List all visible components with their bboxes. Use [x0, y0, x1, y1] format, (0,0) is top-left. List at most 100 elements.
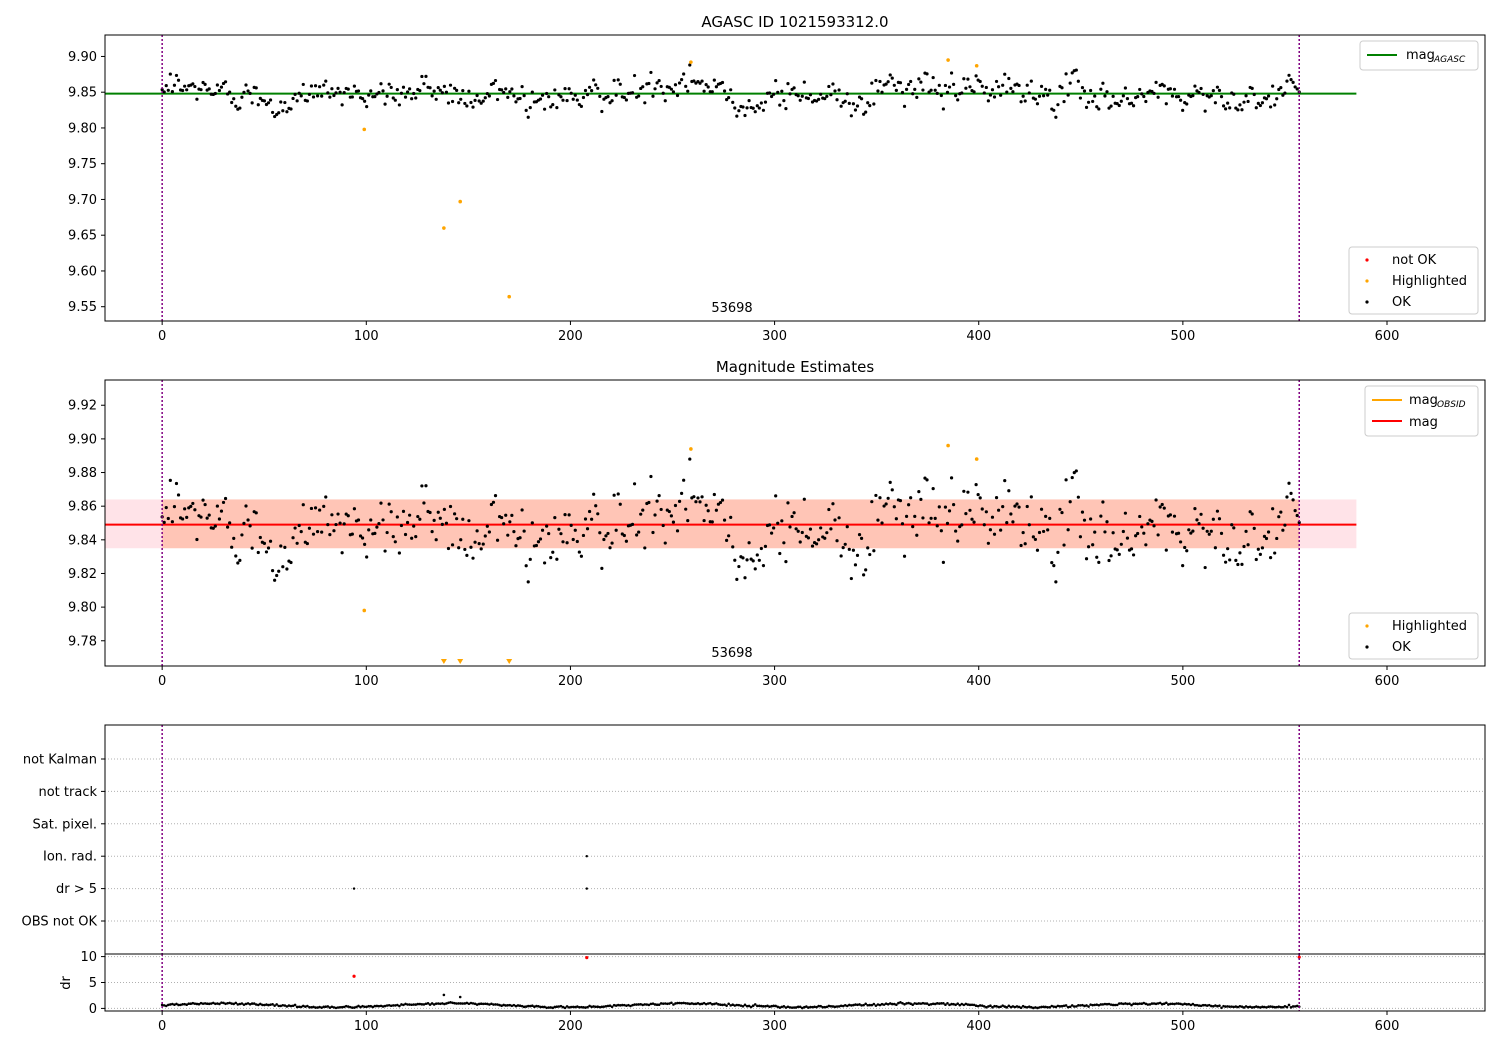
ok-point	[463, 547, 467, 552]
dr-point	[999, 1005, 1002, 1009]
dr-point	[1222, 1004, 1225, 1008]
dr-point	[332, 1006, 336, 1009]
dr-point	[162, 1004, 166, 1007]
dr-point	[1281, 1005, 1285, 1009]
ok-point	[1084, 557, 1089, 561]
ok-point	[1289, 78, 1293, 82]
chart-title-2: Magnitude Estimates	[716, 358, 874, 376]
ok-point	[1074, 68, 1078, 72]
dr-point	[1122, 1002, 1125, 1006]
dr-point	[512, 1003, 516, 1007]
dr-point	[1095, 1003, 1099, 1006]
dr-point	[807, 1006, 810, 1009]
ok-point	[790, 514, 794, 519]
ok-point	[500, 88, 504, 92]
ok-point	[1109, 554, 1113, 558]
dr-point	[273, 1004, 276, 1007]
ok-point	[326, 522, 330, 527]
dr-point	[725, 1004, 728, 1007]
dr-point	[187, 1002, 191, 1006]
dr-point	[490, 1002, 493, 1006]
dr-point	[739, 1004, 743, 1007]
dr-point	[346, 1005, 350, 1008]
ok-point	[522, 94, 526, 98]
ok-point	[935, 524, 939, 528]
ok-point	[549, 105, 553, 109]
ok-point	[954, 94, 958, 98]
dr-point	[1154, 1002, 1158, 1006]
ok-point	[943, 83, 948, 88]
ok-point	[952, 503, 956, 507]
ok-point	[931, 487, 935, 491]
dr-point	[287, 1004, 291, 1007]
dr-point	[831, 1005, 835, 1008]
dr-point	[571, 1005, 575, 1009]
ok-point	[1039, 507, 1044, 511]
ok-point	[894, 517, 898, 521]
ok-point	[992, 532, 997, 536]
dr-point	[363, 1005, 366, 1009]
dr-point	[422, 1003, 426, 1006]
ok-point	[520, 508, 524, 512]
dr-point	[524, 1005, 528, 1008]
ok-point	[422, 82, 426, 86]
dr-point	[942, 1002, 945, 1005]
ok-point	[1181, 564, 1185, 568]
ok-point	[720, 498, 725, 502]
ok-point	[299, 94, 303, 98]
ok-point	[342, 522, 346, 526]
dr-point	[713, 1002, 716, 1006]
ok-point	[651, 530, 655, 535]
ok-point	[1107, 558, 1111, 563]
ok-point	[978, 79, 982, 84]
ok-point	[647, 81, 651, 86]
ok-point	[322, 504, 326, 508]
ok-point	[1089, 88, 1093, 93]
ok-point	[706, 85, 710, 89]
ok-point	[958, 525, 962, 529]
ok-point	[1242, 544, 1246, 549]
dr-point	[1064, 1004, 1068, 1007]
dr-point	[543, 1005, 546, 1009]
dr-point	[508, 1003, 512, 1007]
dr-point	[483, 1002, 487, 1006]
dr-point	[696, 1002, 700, 1005]
ok-point	[504, 513, 508, 517]
dr-point	[727, 1002, 730, 1006]
dr-point	[866, 1003, 870, 1007]
ok-point	[788, 92, 792, 96]
ok-point	[352, 84, 356, 88]
dr-point	[935, 1002, 939, 1005]
ok-point	[1068, 81, 1072, 85]
dr-point	[160, 1003, 164, 1007]
ok-point	[561, 540, 565, 544]
ok-point	[1170, 530, 1175, 534]
ok-point	[428, 510, 432, 515]
dr-point	[878, 1003, 882, 1007]
dr-point	[377, 1004, 381, 1008]
dr-point	[381, 1005, 385, 1008]
ok-point	[542, 561, 547, 565]
ok-point	[1179, 98, 1183, 102]
ok-point	[418, 89, 422, 93]
ok-point	[575, 539, 579, 544]
ok-point	[571, 537, 575, 542]
dr-point	[903, 1002, 906, 1006]
ok-point	[1195, 518, 1199, 522]
ok-point	[193, 84, 197, 89]
ok-point	[1297, 520, 1301, 525]
ok-point	[872, 102, 876, 106]
dr-point	[1291, 1005, 1295, 1008]
ok-point	[933, 88, 937, 92]
ok-point	[833, 518, 837, 522]
dr-point	[414, 1003, 418, 1006]
ok-point	[1211, 517, 1215, 521]
ok-point	[1111, 531, 1115, 535]
dr-point	[978, 1004, 982, 1007]
ok-point	[1115, 102, 1119, 106]
flag-label: OBS not OK	[22, 915, 98, 930]
dr-point	[735, 1003, 739, 1007]
ok-point	[755, 553, 759, 557]
dr-point	[1263, 1005, 1266, 1009]
ok-point	[1027, 91, 1031, 95]
